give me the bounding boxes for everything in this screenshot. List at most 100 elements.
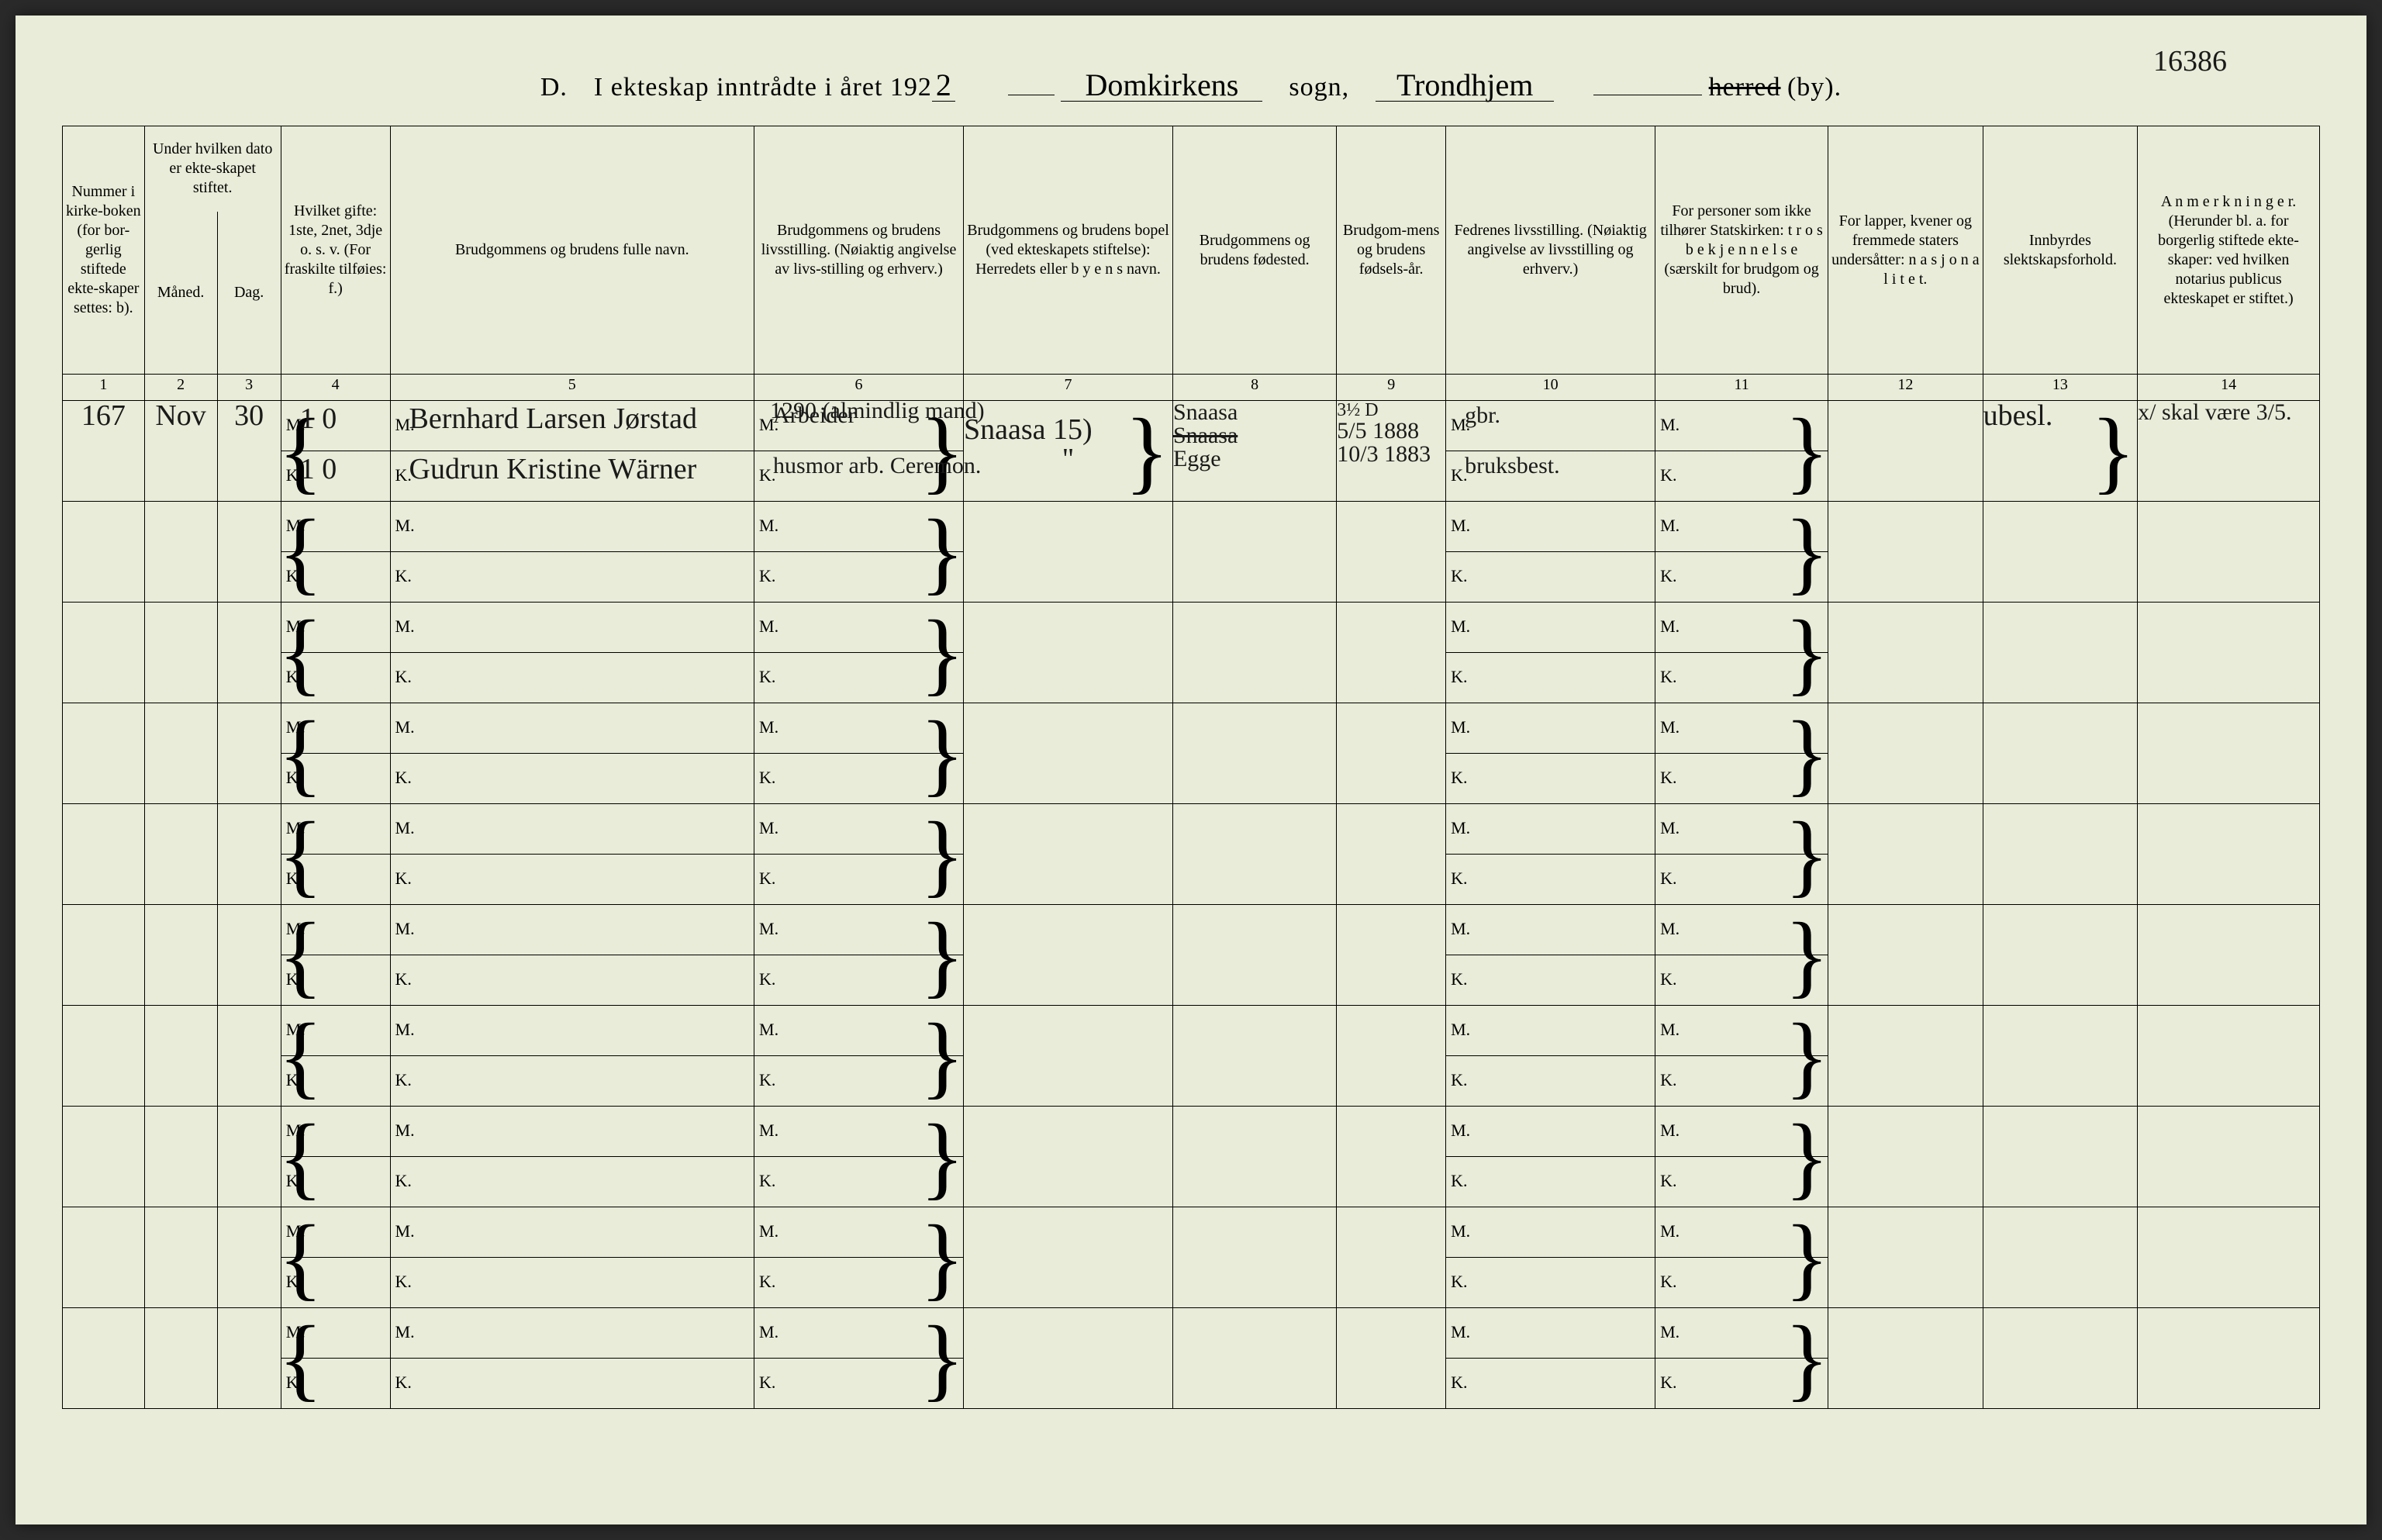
register-table: Nummer i kirke-boken (for bor-gerlig sti… — [62, 126, 2320, 1409]
table-cell — [964, 804, 1173, 905]
column-number: 6 — [754, 375, 964, 401]
table-row: {M.K.M.K.}M.K.M.K.}M.K. — [63, 703, 2320, 804]
mk-cell: M.K. — [390, 1006, 754, 1107]
table-cell — [1828, 804, 1983, 905]
column-number: 7 — [964, 375, 1173, 401]
col-header-8: Brudgommens og brudens fødested. — [1172, 126, 1336, 375]
column-number: 13 — [1983, 375, 2138, 401]
district-value: Trondhjem — [1376, 70, 1554, 102]
table-cell — [1983, 703, 2138, 804]
mk-cell: M.K. — [1446, 502, 1655, 603]
mk-cell: }M.K. — [754, 502, 964, 603]
table-cell — [1337, 703, 1446, 804]
table-cell — [964, 703, 1173, 804]
mk-cell: M.gbr.K.bruksbest. — [1446, 401, 1655, 502]
table-cell — [2138, 905, 2320, 1006]
page-title-line: D. I ekteskap inntrådte i året 1922 Domk… — [62, 70, 2320, 102]
column-number-row: 1234567891011121314 — [63, 375, 2320, 401]
table-cell: SnaasaSnaasaEgge — [1172, 401, 1336, 502]
mk-cell: {M.K. — [281, 804, 390, 905]
table-cell — [63, 905, 145, 1006]
table-cell — [1983, 603, 2138, 703]
mk-cell: {M.K. — [281, 905, 390, 1006]
mk-cell: }M.1290 (almindlig mand)ArbeiderK.husmor… — [754, 401, 964, 502]
table-cell — [217, 703, 281, 804]
column-number: 1 — [63, 375, 145, 401]
table-cell — [217, 502, 281, 603]
mk-cell: M.K. — [1446, 804, 1655, 905]
column-number: 5 — [390, 375, 754, 401]
mk-cell: M.K. — [1446, 603, 1655, 703]
mk-cell: {M.K. — [281, 502, 390, 603]
mk-cell: }M.K. — [1655, 905, 1828, 1006]
title-printed-1: I ekteskap inntrådte i året 192 — [594, 73, 932, 102]
mk-cell: }M.K. — [754, 1107, 964, 1207]
mk-cell: M.K. — [390, 1207, 754, 1308]
column-number: 8 — [1172, 375, 1336, 401]
parish-value: Domkirkens — [1061, 70, 1262, 102]
herred-struck: herred — [1709, 73, 1781, 102]
table-cell — [1828, 1207, 1983, 1308]
table-cell — [964, 1207, 1173, 1308]
table-cell — [144, 1107, 217, 1207]
mk-cell: }M.K. — [754, 804, 964, 905]
column-number: 4 — [281, 375, 390, 401]
table-cell — [1828, 401, 1983, 502]
table-cell — [1828, 1308, 1983, 1409]
table-cell — [144, 804, 217, 905]
column-number: 3 — [217, 375, 281, 401]
mk-cell: }M.K. — [1655, 603, 1828, 703]
col-header-11: For personer som ikke tilhører Statskirk… — [1655, 126, 1828, 375]
mk-cell: M.K. — [390, 1308, 754, 1409]
column-number: 11 — [1655, 375, 1828, 401]
table-cell — [964, 502, 1173, 603]
mk-cell: }M.K. — [1655, 401, 1828, 502]
column-number: 12 — [1828, 375, 1983, 401]
mk-cell: M.K. — [390, 502, 754, 603]
mk-cell: }M.K. — [1655, 1006, 1828, 1107]
mk-cell: }M.K. — [754, 1006, 964, 1107]
table-row: {M.K.M.K.}M.K.M.K.}M.K. — [63, 603, 2320, 703]
mk-cell: M.K. — [390, 703, 754, 804]
column-number: 14 — [2138, 375, 2320, 401]
mk-cell: {M.K. — [281, 1107, 390, 1207]
table-cell: 167 — [63, 401, 145, 502]
table-cell — [1172, 603, 1336, 703]
table-cell — [1828, 603, 1983, 703]
table-cell — [1983, 905, 2138, 1006]
col-header-6: Brudgommens og brudens livsstilling. (Nø… — [754, 126, 964, 375]
mk-cell: {M.K. — [281, 1207, 390, 1308]
table-row: {M.K.M.K.}M.K.M.K.}M.K. — [63, 1107, 2320, 1207]
table-row: 167Nov30{M.1 0K.1 0M.Bernhard Larsen Jør… — [63, 401, 2320, 502]
col-header-14: A n m e r k n i n g e r. (Herunder bl. a… — [2138, 126, 2320, 375]
mk-cell: }M.K. — [754, 1308, 964, 1409]
mk-cell: {M.K. — [281, 703, 390, 804]
table-cell — [2138, 603, 2320, 703]
table-cell: Nov — [144, 401, 217, 502]
mk-cell: }M.K. — [754, 603, 964, 703]
table-cell — [1337, 1308, 1446, 1409]
table-cell — [63, 603, 145, 703]
table-cell — [1983, 1107, 2138, 1207]
table-cell — [1172, 1107, 1336, 1207]
table-body: 1234567891011121314167Nov30{M.1 0K.1 0M.… — [63, 375, 2320, 1409]
year-suffix: 2 — [932, 70, 955, 102]
table-cell — [144, 1006, 217, 1107]
col-header-1: Nummer i kirke-boken (for bor-gerlig sti… — [63, 126, 145, 375]
mk-cell: M.K. — [1446, 1308, 1655, 1409]
table-cell — [144, 1207, 217, 1308]
table-row: {M.K.M.K.}M.K.M.K.}M.K. — [63, 1308, 2320, 1409]
table-cell — [63, 1107, 145, 1207]
mk-cell: {M.K. — [281, 1006, 390, 1107]
table-cell — [964, 1107, 1173, 1207]
table-cell — [63, 502, 145, 603]
sogn-label: sogn, — [1289, 73, 1349, 102]
table-cell — [1337, 905, 1446, 1006]
title-letter: D. — [540, 73, 568, 102]
col-header-10: Fedrenes livsstilling. (Nøiaktig angivel… — [1446, 126, 1655, 375]
table-cell — [1828, 502, 1983, 603]
mk-cell: }M.K. — [1655, 1308, 1828, 1409]
table-row: {M.K.M.K.}M.K.M.K.}M.K. — [63, 1207, 2320, 1308]
mk-cell: }M.K. — [1655, 804, 1828, 905]
mk-cell: M.K. — [390, 905, 754, 1006]
